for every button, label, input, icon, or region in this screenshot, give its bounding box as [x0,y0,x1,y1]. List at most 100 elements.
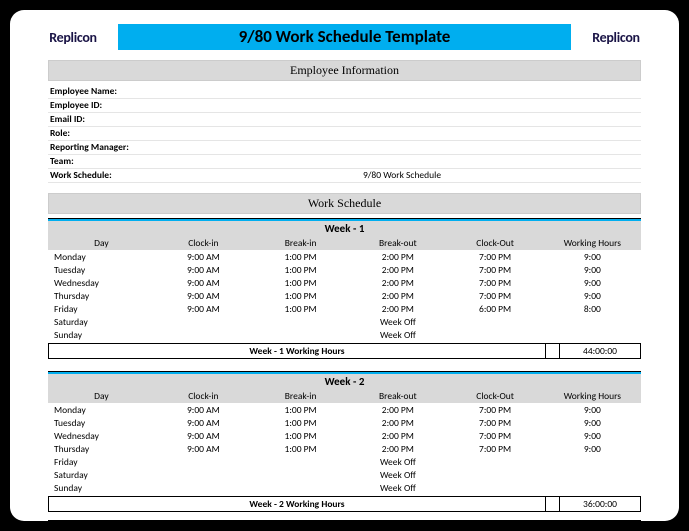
time-cell: 9:00 AM [155,263,252,276]
field-row: Email ID: [48,113,641,127]
table-row: Tuesday9:00 AM1:00 PM2:00 PM7:00 PM9:00 [48,416,641,429]
table-row: FridayWeek Off [48,455,641,468]
time-cell: 9:00 [544,263,641,276]
week-summary: Week - 1 Working Hours 44:00:00 [48,343,641,359]
time-cell: 2:00 PM [349,263,446,276]
field-value[interactable] [165,127,639,140]
field-label: Employee ID: [50,99,165,112]
template-card: Replicon 9/80 Work Schedule Template Rep… [10,10,679,521]
field-value[interactable]: 9/80 Work Schedule [165,169,639,182]
field-row: Work Schedule:9/80 Work Schedule [48,169,641,183]
time-cell: 2:00 PM [349,276,446,289]
top-bar: Replicon 9/80 Work Schedule Template Rep… [28,24,661,50]
column-header: Day [48,236,155,250]
time-cell: 9:00 [544,416,641,429]
day-cell: Tuesday [48,416,155,429]
table-row: SaturdayWeek Off [48,468,641,481]
day-cell: Saturday [48,315,155,328]
time-cell: 9:00 [544,403,641,416]
day-cell: Sunday [48,481,155,494]
day-cell: Tuesday [48,263,155,276]
field-label: Role: [50,127,165,140]
day-cell: Friday [48,302,155,315]
brand-left: Replicon [28,24,118,50]
time-cell: 2:00 PM [349,442,446,455]
week-summary-label: Week - 1 Working Hours [49,344,546,358]
field-value[interactable] [165,113,639,126]
time-cell: 7:00 PM [446,442,543,455]
field-value[interactable] [165,141,639,154]
table-row: SaturdayWeek Off [48,315,641,328]
field-label: Employee Name: [50,85,165,98]
day-cell: Saturday [48,468,155,481]
field-row: Employee Name: [48,85,641,99]
week-title: Week - 2 [48,374,641,389]
time-cell: 1:00 PM [252,416,349,429]
week-summary: Week - 2 Working Hours36:00:00 [48,496,641,512]
table-row: Monday9:00 AM1:00 PM2:00 PM7:00 PM9:00 [48,403,641,416]
time-cell: 7:00 PM [446,263,543,276]
field-value[interactable] [165,85,639,98]
time-cell: 9:00 [544,429,641,442]
column-header: Break-in [252,389,349,403]
employee-fields: Employee Name:Employee ID:Email ID:Role:… [48,85,641,183]
time-cell: 9:00 AM [155,276,252,289]
time-cell: 2:00 PM [349,250,446,263]
field-label: Work Schedule: [50,169,165,182]
time-cell: 9:00 AM [155,250,252,263]
column-header: Day [48,389,155,403]
time-cell: 1:00 PM [252,276,349,289]
table-row: Wednesday9:00 AM1:00 PM2:00 PM7:00 PM9:0… [48,276,641,289]
day-cell: Thursday [48,442,155,455]
week-summary-value: 36:00:00 [560,497,640,511]
day-cell: Thursday [48,289,155,302]
time-cell: 8:00 [544,302,641,315]
time-cell: 2:00 PM [349,416,446,429]
time-cell: 1:00 PM [252,403,349,416]
field-value[interactable] [165,99,639,112]
time-cell: 2:00 PM [349,429,446,442]
week-summary-value: 44:00:00 [560,344,640,358]
week-off-cell: Week Off [155,455,641,468]
time-cell: 2:00 PM [349,289,446,302]
spacer [546,497,560,511]
page-title: 9/80 Work Schedule Template [118,24,571,50]
time-cell: 9:00 [544,250,641,263]
day-cell: Sunday [48,328,155,341]
time-cell: 9:00 AM [155,302,252,315]
day-cell: Friday [48,455,155,468]
column-header: Clock-in [155,389,252,403]
time-cell: 2:00 PM [349,302,446,315]
column-header: Break-in [252,236,349,250]
column-header: Clock-in [155,236,252,250]
field-value[interactable] [165,155,639,168]
table-row: Thursday9:00 AM1:00 PM2:00 PM7:00 PM9:00 [48,289,641,302]
time-cell: 9:00 AM [155,442,252,455]
table-row: Thursday9:00 AM1:00 PM2:00 PM7:00 PM9:00 [48,442,641,455]
week-title: Week - 1 [48,221,641,236]
time-cell: 7:00 PM [446,289,543,302]
week-off-cell: Week Off [155,468,641,481]
field-row: Reporting Manager: [48,141,641,155]
time-cell: 9:00 AM [155,289,252,302]
time-cell: 7:00 PM [446,403,543,416]
column-header: Working Hours [544,389,641,403]
table-row: Monday9:00 AM1:00 PM2:00 PM7:00 PM9:00 [48,250,641,263]
time-cell: 1:00 PM [252,289,349,302]
time-cell: 1:00 PM [252,263,349,276]
table-row: Friday9:00 AM1:00 PM2:00 PM6:00 PM8:00 [48,302,641,315]
field-label: Email ID: [50,113,165,126]
time-cell: 2:00 PM [349,403,446,416]
time-cell: 9:00 [544,276,641,289]
time-cell: 7:00 PM [446,250,543,263]
time-cell: 7:00 PM [446,429,543,442]
field-row: Employee ID: [48,99,641,113]
day-cell: Wednesday [48,429,155,442]
column-header: Break-out [349,389,446,403]
spacer [546,344,560,358]
column-header: Break-out [349,236,446,250]
day-cell: Monday [48,403,155,416]
time-cell: 7:00 PM [446,416,543,429]
table-row: SundayWeek Off [48,328,641,341]
time-cell: 9:00 [544,442,641,455]
